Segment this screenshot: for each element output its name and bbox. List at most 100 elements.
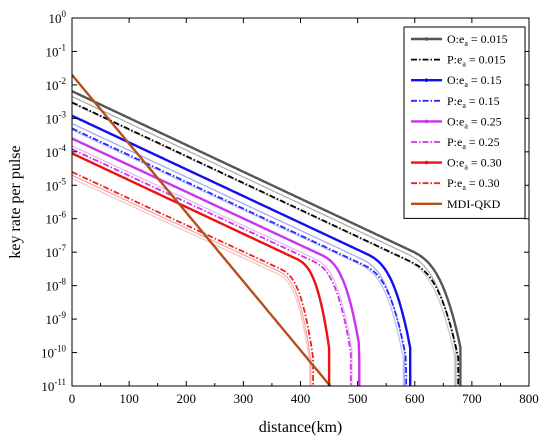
series-line	[72, 127, 408, 386]
y-tick-exponent: -8	[59, 277, 67, 287]
legend-label-value: = 0.30	[468, 156, 502, 170]
curves-group	[72, 74, 462, 386]
y-tick-label: 10-7	[46, 243, 67, 260]
faded-series-line	[72, 95, 457, 386]
x-axis-title: distance(km)	[259, 419, 343, 436]
y-tick-base: 10	[46, 212, 59, 227]
y-tick-label: 10-6	[46, 210, 67, 227]
y-tick-exponent: -3	[59, 109, 67, 119]
y-tick-exponent: -1	[59, 42, 67, 52]
y-axis-title: key rate per pulse	[7, 145, 24, 258]
y-tick-exponent: -6	[59, 210, 67, 220]
x-tick-label: 800	[519, 391, 539, 406]
legend-label-name: O:e	[447, 156, 464, 170]
legend-label: P:ea = 0.015	[447, 53, 506, 69]
y-tick-base: 10	[46, 111, 59, 126]
faded-series-line	[72, 177, 311, 386]
legend-label-subscript: a	[464, 80, 468, 89]
y-tick-label: 10-9	[46, 310, 67, 327]
x-tick-label: 200	[177, 391, 197, 406]
legend-label-subscript: a	[462, 101, 466, 110]
legend-label: P:ea = 0.15	[447, 94, 500, 110]
y-tick-base: 10	[46, 312, 59, 327]
faded-series-line	[72, 122, 406, 386]
legend-label-subscript: a	[462, 183, 466, 192]
y-tick-exponent: -7	[59, 243, 67, 253]
legend-label: O:ea = 0.15	[447, 73, 502, 89]
legend-label: MDI-QKD	[447, 197, 501, 211]
y-tick-label: 10-5	[46, 176, 67, 193]
legend-label-subscript: a	[464, 163, 468, 172]
legend-label-subscript: a	[462, 60, 466, 69]
x-tick-label: 500	[348, 391, 368, 406]
legend-label: P:ea = 0.30	[447, 176, 500, 192]
series-line	[72, 90, 462, 386]
legend-label-value: = 0.25	[466, 135, 500, 149]
legend-label: O:ea = 0.30	[447, 156, 502, 172]
ticks-layer: 0 100 200 300 400 500 600 700 80010010-110-210-3…	[41, 9, 539, 406]
legend-label-value: = 0.30	[466, 176, 500, 190]
series-line	[72, 101, 460, 386]
y-tick-label: 10-11	[41, 377, 66, 394]
faded-series-line	[72, 174, 312, 386]
y-tick-label: 10-3	[46, 109, 67, 126]
x-tick-label: 300	[234, 391, 254, 406]
legend-label-name: O:e	[447, 32, 464, 46]
y-tick-label: 10-2	[46, 76, 67, 93]
legend-label-subscript: a	[464, 39, 468, 48]
y-tick-exponent: -10	[54, 344, 66, 354]
x-tick-label: 0	[69, 391, 76, 406]
series-line	[72, 137, 361, 386]
legend-label-name: P:e	[447, 135, 462, 149]
legend-label-value: = 0.15	[468, 73, 502, 87]
legend-label-subscript: a	[464, 121, 468, 130]
x-tick-label: 100	[119, 391, 139, 406]
legend-label-name: P:e	[447, 53, 462, 67]
y-tick-base: 10	[41, 379, 54, 394]
y-tick-label: 100	[49, 9, 67, 26]
legend-marker	[424, 119, 429, 124]
legend-label-value: = 0.15	[466, 94, 500, 108]
y-tick-label: 10-8	[46, 277, 67, 294]
legend-label-value: = 0.25	[468, 114, 502, 128]
curves-layer	[72, 74, 462, 386]
y-tick-label: 10-10	[41, 344, 66, 361]
legend-label: O:ea = 0.015	[447, 32, 508, 48]
y-tick-base: 10	[46, 178, 59, 193]
y-tick-base: 10	[46, 145, 59, 160]
legend-label-name: O:e	[447, 114, 464, 128]
y-tick-exponent: -9	[59, 310, 67, 320]
x-tick-label: 600	[405, 391, 425, 406]
y-tick-base: 10	[46, 245, 59, 260]
series-line	[72, 152, 331, 386]
legend-marker	[424, 160, 429, 165]
faded-series-line	[72, 145, 353, 386]
y-tick-exponent: 0	[62, 9, 67, 19]
faded-series-line	[72, 129, 404, 386]
y-tick-exponent: -2	[59, 76, 67, 86]
y-tick-label: 10-4	[46, 143, 67, 160]
y-tick-base: 10	[46, 44, 59, 59]
legend-label-name: P:e	[447, 94, 462, 108]
x-tick-label: 400	[291, 391, 311, 406]
legend-label-value: = 0.015	[466, 53, 506, 67]
legend-marker	[424, 37, 429, 41]
x-tick-label: 700	[462, 391, 482, 406]
y-tick-base: 10	[46, 279, 59, 294]
legend-label-value: = 0.015	[468, 32, 508, 46]
y-tick-exponent: -11	[54, 377, 66, 387]
y-tick-label: 10-1	[46, 42, 67, 59]
legend-label-name: P:e	[447, 176, 462, 190]
y-tick-base: 10	[49, 11, 62, 26]
y-tick-base: 10	[46, 78, 59, 93]
y-tick-exponent: -4	[59, 143, 67, 153]
series-line	[72, 148, 352, 386]
series-line	[72, 74, 332, 386]
legend-label: O:ea = 0.25	[447, 114, 502, 130]
legend-label-subscript: a	[462, 142, 466, 151]
y-tick-exponent: -5	[59, 176, 67, 186]
legend-label-name: MDI-QKD	[447, 197, 501, 211]
